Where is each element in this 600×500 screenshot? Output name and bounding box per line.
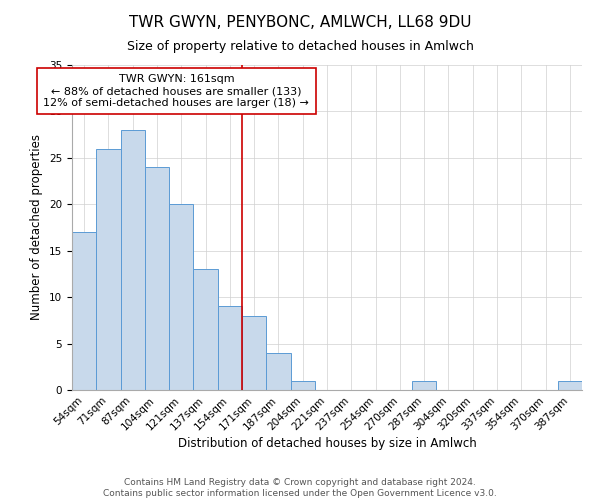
Bar: [72, 232, 96, 390]
Text: Contains HM Land Registry data © Crown copyright and database right 2024.
Contai: Contains HM Land Registry data © Crown c…: [103, 478, 497, 498]
Bar: [558, 380, 582, 390]
Bar: [145, 167, 169, 390]
Y-axis label: Number of detached properties: Number of detached properties: [31, 134, 43, 320]
Text: Size of property relative to detached houses in Amlwch: Size of property relative to detached ho…: [127, 40, 473, 53]
Bar: [290, 380, 315, 390]
Bar: [218, 306, 242, 390]
Bar: [169, 204, 193, 390]
Text: TWR GWYN: 161sqm
← 88% of detached houses are smaller (133)
12% of semi-detached: TWR GWYN: 161sqm ← 88% of detached house…: [43, 74, 310, 108]
Bar: [266, 353, 290, 390]
Text: TWR GWYN, PENYBONC, AMLWCH, LL68 9DU: TWR GWYN, PENYBONC, AMLWCH, LL68 9DU: [129, 15, 471, 30]
Bar: [96, 148, 121, 390]
Bar: [121, 130, 145, 390]
Bar: [412, 380, 436, 390]
Bar: [193, 270, 218, 390]
Bar: [242, 316, 266, 390]
X-axis label: Distribution of detached houses by size in Amlwch: Distribution of detached houses by size …: [178, 438, 476, 450]
